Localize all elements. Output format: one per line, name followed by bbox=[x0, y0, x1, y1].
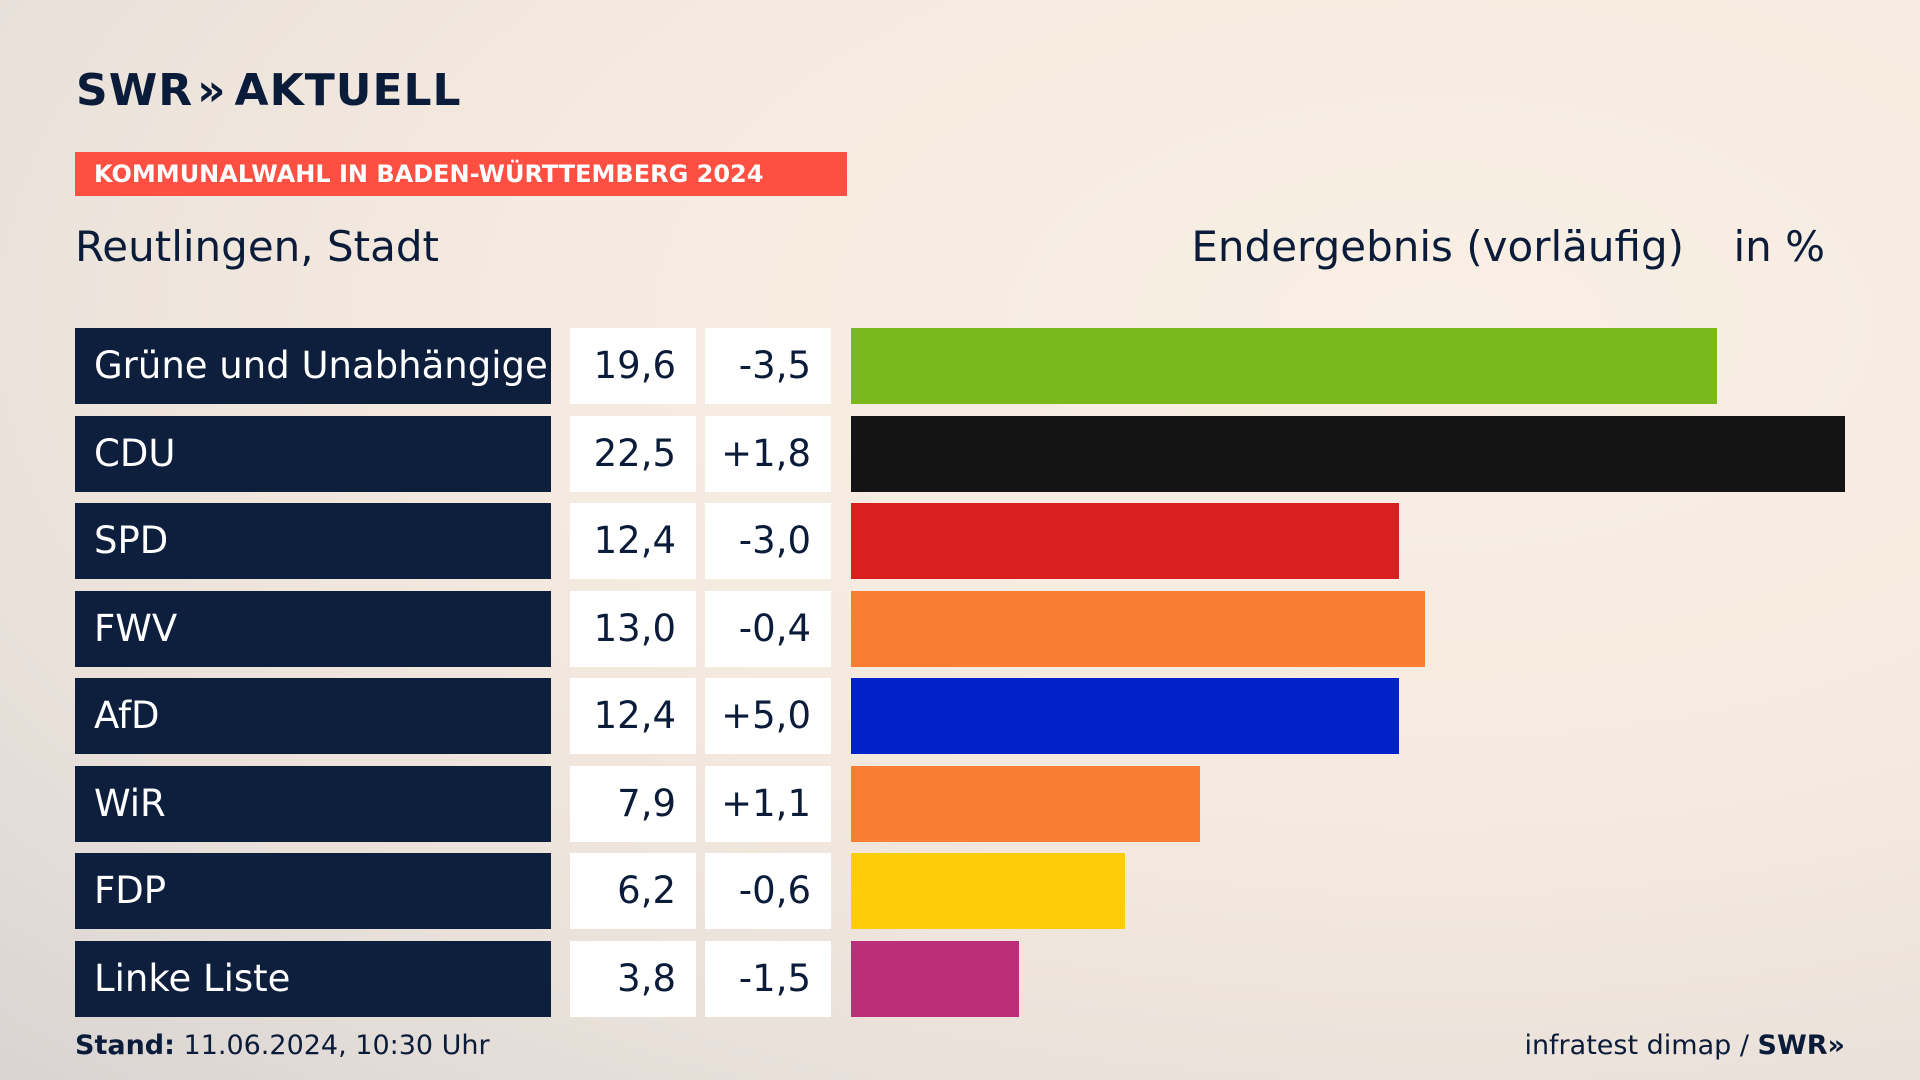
vote-share-change: -0,4 bbox=[705, 590, 831, 667]
result-row: WiR 7,9 +1,1 bbox=[75, 765, 1845, 842]
party-label: Grüne und Unabhängige bbox=[75, 328, 551, 404]
vote-share-bar bbox=[851, 940, 1019, 1017]
result-row: SPD 12,4 -3,0 bbox=[75, 503, 1845, 579]
party-label: FDP bbox=[75, 853, 551, 929]
vote-share-change: -3,5 bbox=[705, 328, 831, 404]
unit-label: in % bbox=[1733, 222, 1825, 271]
swr-aktuell-logo: SWR » AKTUELL bbox=[76, 64, 462, 116]
vote-share-value: 22,5 bbox=[570, 415, 696, 492]
vote-share-value: 3,8 bbox=[570, 940, 696, 1017]
vote-share-change: -0,6 bbox=[705, 853, 831, 929]
vote-share-change: +1,8 bbox=[705, 415, 831, 492]
results-chart: Grüne und Unabhängige 19,6 -3,5 CDU 22,5 +1,8… bbox=[75, 328, 1845, 1028]
vote-share-bar bbox=[851, 678, 1399, 754]
party-label: FWV bbox=[75, 590, 551, 667]
result-row: Grüne und Unabhängige 19,6 -3,5 bbox=[75, 328, 1845, 404]
election-banner: KOMMUNALWAHL IN BADEN-WÜRTTEMBERG 2024 bbox=[75, 152, 847, 196]
vote-share-change: -3,0 bbox=[705, 503, 831, 579]
party-label: Linke Liste bbox=[75, 940, 551, 1017]
vote-share-value: 12,4 bbox=[570, 678, 696, 754]
result-row: AfD 12,4 +5,0 bbox=[75, 678, 1845, 754]
result-row: FWV 13,0 -0,4 bbox=[75, 590, 1845, 667]
source-text: infratest dimap / bbox=[1524, 1030, 1758, 1061]
vote-share-value: 7,9 bbox=[570, 765, 696, 842]
party-label: SPD bbox=[75, 503, 551, 579]
region-subtitle: Reutlingen, Stadt bbox=[75, 222, 439, 271]
vote-share-bar bbox=[851, 853, 1125, 929]
vote-share-bar bbox=[851, 415, 1845, 492]
timestamp-footer: Stand: 11.06.2024, 10:30 Uhr bbox=[75, 1030, 490, 1061]
vote-share-value: 6,2 bbox=[570, 853, 696, 929]
vote-share-change: +5,0 bbox=[705, 678, 831, 754]
chevron-right-icon: » bbox=[197, 64, 227, 116]
vote-share-change: +1,1 bbox=[705, 765, 831, 842]
vote-share-value: 19,6 bbox=[570, 328, 696, 404]
stand-value: 11.06.2024, 10:30 Uhr bbox=[183, 1030, 490, 1061]
vote-share-bar bbox=[851, 765, 1200, 842]
swr-logo-text: SWR bbox=[76, 64, 194, 116]
vote-share-bar bbox=[851, 590, 1425, 667]
stand-label: Stand: bbox=[75, 1030, 175, 1061]
result-row: FDP 6,2 -0,6 bbox=[75, 853, 1845, 929]
vote-share-bar bbox=[851, 503, 1399, 579]
party-label: AfD bbox=[75, 678, 551, 754]
party-label: WiR bbox=[75, 765, 551, 842]
swr-brand-mark: SWR» bbox=[1757, 1030, 1845, 1061]
vote-share-value: 12,4 bbox=[570, 503, 696, 579]
source-footer: infratest dimap / SWR» bbox=[1524, 1030, 1845, 1061]
aktuell-logo-text: AKTUELL bbox=[234, 64, 462, 116]
result-status-label: Endergebnis (vorläufig) bbox=[1191, 222, 1684, 271]
party-label: CDU bbox=[75, 415, 551, 492]
result-row: CDU 22,5 +1,8 bbox=[75, 415, 1845, 492]
vote-share-value: 13,0 bbox=[570, 590, 696, 667]
vote-share-bar bbox=[851, 328, 1717, 404]
vote-share-change: -1,5 bbox=[705, 940, 831, 1017]
result-row: Linke Liste 3,8 -1,5 bbox=[75, 940, 1845, 1017]
